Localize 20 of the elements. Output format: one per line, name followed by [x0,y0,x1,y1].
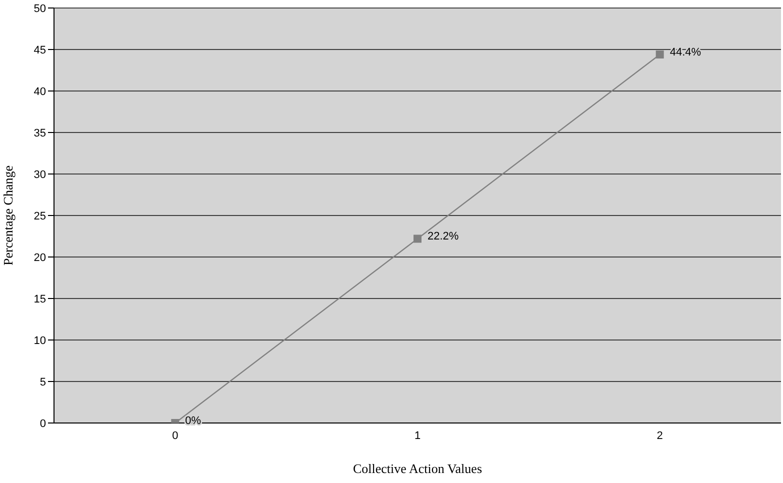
y-tick-label: 20 [34,252,46,264]
y-axis-title: Percentage Change [0,165,16,266]
y-tick-label: 45 [34,44,46,56]
point [656,50,664,58]
point [414,234,422,243]
y-tick-label: 5 [40,376,46,388]
y-tick-label: 25 [34,210,46,222]
x-tick-label: 2 [656,430,663,442]
data-label: 22.2% [428,230,459,243]
x-tick-label: 0 [172,430,178,442]
y-tick-label: 50 [34,2,46,15]
y-tick-label: 15 [34,293,46,306]
y-tick-label: 30 [34,168,46,181]
y-tick-label: 10 [34,334,46,347]
x-axis-title: Collective Action Values [352,461,482,476]
x-tick-label: 1 [414,430,421,442]
y-tick-label: 0 [40,418,46,430]
data-label: 44.4% [670,46,702,58]
y-tick-label: 40 [34,86,46,98]
y-tick-label: 35 [34,127,46,140]
